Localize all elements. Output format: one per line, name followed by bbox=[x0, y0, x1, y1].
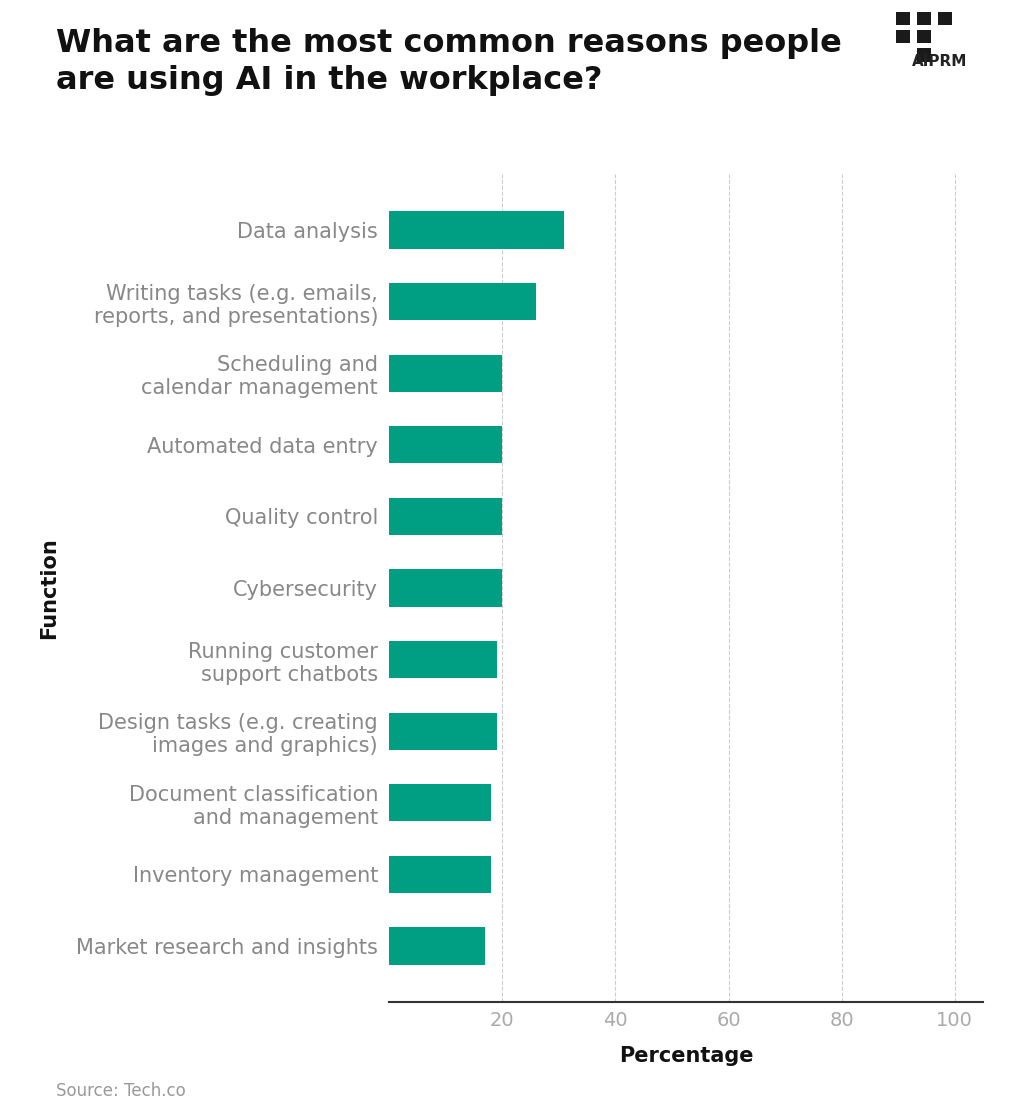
Text: What are the most common reasons people
are using AI in the workplace?: What are the most common reasons people … bbox=[56, 28, 842, 96]
Y-axis label: Function: Function bbox=[40, 538, 59, 638]
Bar bbox=[389, 283, 537, 320]
FancyBboxPatch shape bbox=[896, 30, 910, 44]
Bar bbox=[389, 497, 502, 535]
FancyBboxPatch shape bbox=[918, 30, 931, 44]
Text: Source: Tech.co: Source: Tech.co bbox=[56, 1082, 186, 1100]
Bar bbox=[389, 641, 497, 679]
FancyBboxPatch shape bbox=[918, 48, 931, 62]
Bar bbox=[389, 426, 502, 464]
FancyBboxPatch shape bbox=[938, 11, 952, 25]
Bar bbox=[389, 856, 490, 893]
Bar bbox=[389, 569, 502, 607]
Bar bbox=[389, 712, 497, 750]
Bar bbox=[389, 927, 485, 964]
FancyBboxPatch shape bbox=[896, 11, 910, 25]
Text: AIPRM: AIPRM bbox=[912, 55, 968, 69]
X-axis label: Percentage: Percentage bbox=[618, 1046, 754, 1066]
FancyBboxPatch shape bbox=[918, 11, 931, 25]
Bar bbox=[389, 784, 490, 821]
Bar bbox=[389, 355, 502, 392]
Bar bbox=[389, 212, 564, 249]
